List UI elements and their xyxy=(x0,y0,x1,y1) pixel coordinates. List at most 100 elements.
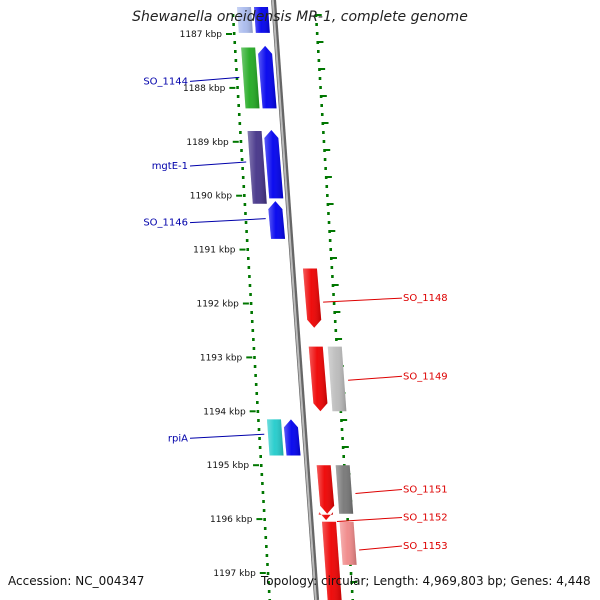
right-track-tick xyxy=(343,446,349,448)
left-track-dot xyxy=(244,212,247,215)
left-track-dot xyxy=(261,482,264,485)
ruler-label: 1195 kbp xyxy=(207,461,250,471)
ruler-label: 1189 kbp xyxy=(186,138,229,148)
right-track-dot xyxy=(331,284,335,287)
right-track-dot xyxy=(320,113,324,116)
left-track-dot xyxy=(254,374,257,377)
left-track-dot xyxy=(234,59,238,62)
right-track-dot xyxy=(329,248,333,251)
genome-title: Shewanella oneidensis MR-1, complete gen… xyxy=(132,9,468,25)
ruler-label: 1193 kbp xyxy=(200,353,243,363)
right-track-dot xyxy=(330,266,334,269)
gene-so1151-gray-shading xyxy=(335,465,354,514)
left-track-dot xyxy=(265,554,269,557)
right-track-dot xyxy=(335,338,338,341)
gene-features xyxy=(236,7,357,600)
left-track-dot xyxy=(250,320,254,323)
right-track-dot xyxy=(324,176,328,179)
ruler-tick xyxy=(226,33,232,35)
right-track-dot xyxy=(324,167,327,170)
right-track-dot xyxy=(328,230,331,233)
right-track-dot xyxy=(322,131,325,134)
right-track-tick xyxy=(342,419,348,421)
label-leader-line xyxy=(348,375,403,381)
ruler-tick xyxy=(242,302,249,305)
right-track-tick xyxy=(320,68,326,70)
gene-label-so_1148[interactable]: SO_1148 xyxy=(403,293,448,304)
ruler-tick xyxy=(253,464,260,467)
left-track-dot xyxy=(249,302,253,305)
left-track-dot xyxy=(266,563,269,566)
left-track-dot xyxy=(259,464,263,467)
label-leader-line xyxy=(189,218,266,224)
gene-so1153-pink-shading xyxy=(339,521,357,565)
ruler-tick xyxy=(259,572,266,574)
left-track-dot xyxy=(244,221,248,224)
left-track-dot xyxy=(253,356,256,359)
gene-so1146-shading xyxy=(268,201,286,239)
gene-top-a-shading xyxy=(236,7,253,33)
left-track-dot xyxy=(257,428,261,431)
right-track-dot xyxy=(319,86,322,89)
gene-so1152-shading xyxy=(318,512,334,521)
left-track-dot xyxy=(261,491,265,494)
gene-label-so_1144[interactable]: SO_1144 xyxy=(143,76,188,87)
ruler-label: 1190 kbp xyxy=(190,192,233,202)
right-track-dot xyxy=(314,14,318,17)
left-track-dot xyxy=(250,311,253,314)
gene-label-so_1152[interactable]: SO_1152 xyxy=(403,512,448,523)
right-track-dot xyxy=(317,50,320,53)
right-track-dot xyxy=(333,311,336,314)
left-track-dot xyxy=(237,113,241,116)
right-track-dot xyxy=(340,419,343,422)
gene-rpiA-shading xyxy=(266,419,284,456)
gene-label-mgte-1[interactable]: mgtE-1 xyxy=(152,161,188,172)
right-track-dot xyxy=(350,590,354,593)
left-track-dot xyxy=(232,32,236,35)
right-track-tick xyxy=(330,230,336,232)
right-track-dot xyxy=(323,149,326,152)
right-track-dot xyxy=(322,140,326,143)
right-track-dot xyxy=(341,446,345,449)
label-leader-line xyxy=(189,161,247,167)
label-leader-line xyxy=(336,516,403,522)
left-track-dot xyxy=(258,437,261,440)
left-track-dot xyxy=(260,473,264,476)
left-track-dot xyxy=(238,122,242,125)
left-track-dot xyxy=(263,527,267,530)
left-track-dot xyxy=(245,239,249,242)
gene-label-so_1151[interactable]: SO_1151 xyxy=(403,484,448,495)
right-track-tick xyxy=(333,284,339,286)
left-track-dot xyxy=(247,266,251,269)
left-track-dot xyxy=(242,185,246,188)
gene-so1149-shading xyxy=(308,346,328,412)
left-track-dot xyxy=(252,338,255,341)
left-track-dot xyxy=(259,455,262,458)
right-track-dot xyxy=(346,518,349,521)
gene-label-rpia[interactable]: rpiA xyxy=(168,433,188,444)
left-track-dot xyxy=(240,158,244,161)
right-track-tick xyxy=(318,41,324,43)
gene-label-so_1149[interactable]: SO_1149 xyxy=(403,371,448,382)
gene-so1148-shading xyxy=(302,268,322,328)
ruler-label: 1188 kbp xyxy=(183,84,226,94)
left-track-dot xyxy=(252,347,256,350)
right-track-dot xyxy=(319,95,323,98)
gene-label-so_1153[interactable]: SO_1153 xyxy=(403,541,448,552)
left-track-dot xyxy=(253,365,257,368)
right-track-dot xyxy=(339,410,343,413)
gene-label-so_1146[interactable]: SO_1146 xyxy=(143,218,188,229)
right-track-dot xyxy=(320,104,323,107)
left-track-dot xyxy=(256,410,260,413)
right-track-tick xyxy=(326,176,332,178)
left-track-dot xyxy=(254,383,258,386)
ruler-label: 1197 kbp xyxy=(213,569,256,579)
left-track-dot xyxy=(234,50,237,53)
right-track-dot xyxy=(315,32,319,35)
right-track-dot xyxy=(316,41,320,44)
right-track-tick xyxy=(323,122,329,124)
left-track-dot xyxy=(235,77,239,80)
left-track-dot xyxy=(248,275,251,278)
